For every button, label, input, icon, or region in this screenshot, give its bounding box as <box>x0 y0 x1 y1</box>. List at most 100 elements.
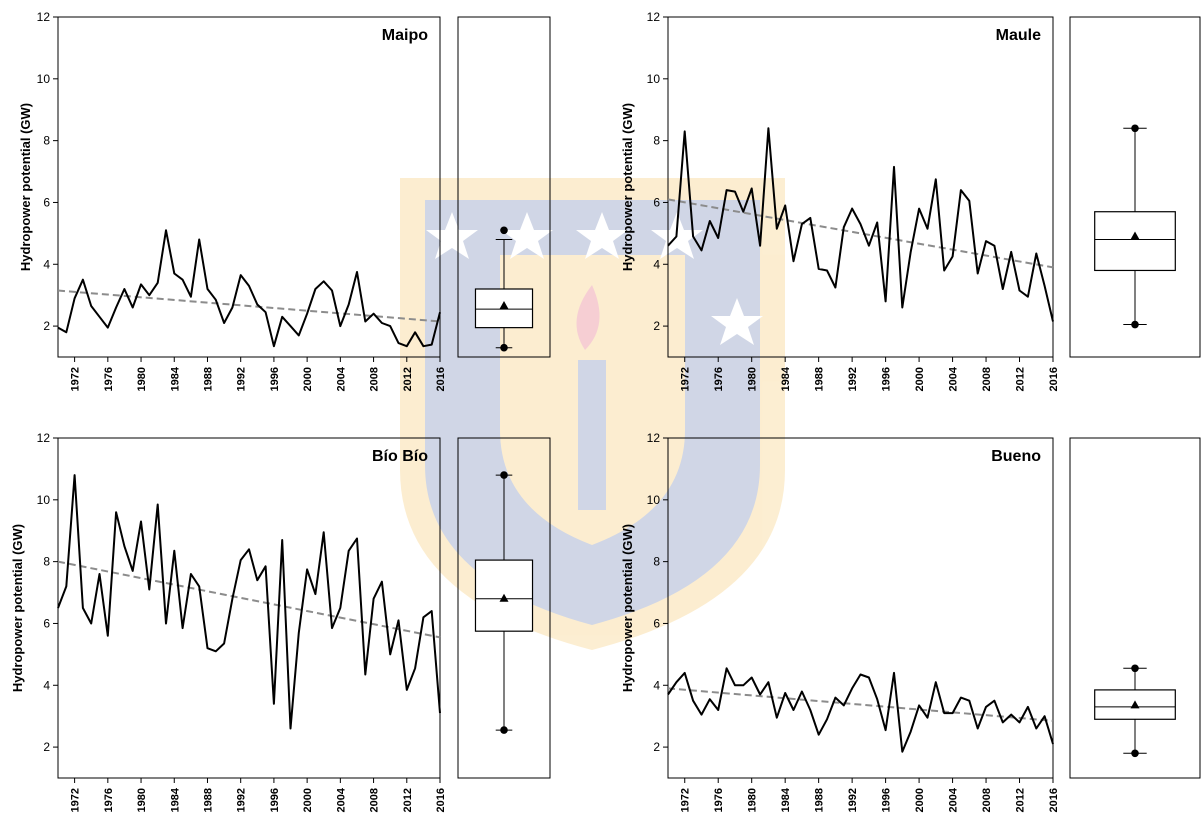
boxplot-frame <box>457 16 551 358</box>
panel-title: Bueno <box>991 448 1041 465</box>
chart-panel-1: 2 4 6 8 10 12 1972 1976 1980 1984 1988 1992 1996 2000… <box>18 10 551 391</box>
x-tick-label: 1980 <box>136 367 148 391</box>
x-tick-label: 1992 <box>236 788 248 812</box>
x-tick-label: 2000 <box>302 367 314 391</box>
panel-title: Maipo <box>382 27 428 44</box>
x-tick-label: 1996 <box>269 367 281 391</box>
x-tick-label: 1984 <box>169 366 181 391</box>
boxplot-max-marker <box>1131 124 1139 133</box>
y-tick-label: 12 <box>37 431 51 445</box>
series-line <box>57 229 441 348</box>
y-tick-label: 12 <box>647 10 661 24</box>
y-tick-label: 2 <box>653 319 660 333</box>
trend-line <box>667 198 1054 269</box>
trend-line <box>57 289 441 323</box>
x-tick-label: 2016 <box>1048 788 1060 812</box>
y-tick-label: 8 <box>43 134 50 148</box>
boxplot-box <box>474 288 534 329</box>
x-tick-label: 1984 <box>780 366 792 391</box>
y-tick-label: 4 <box>653 257 660 271</box>
x-tick-label: 1972 <box>680 367 692 391</box>
x-tick-label: 2004 <box>948 787 960 812</box>
boxplot-box <box>1094 211 1176 272</box>
series-line <box>667 667 1054 753</box>
x-tick-label: 1976 <box>103 788 115 812</box>
x-tick-label: 1980 <box>136 788 148 812</box>
y-tick-label: 6 <box>653 616 660 630</box>
y-tick-label: 8 <box>653 134 660 148</box>
x-tick-label: 2004 <box>335 366 347 391</box>
boxplot-max-marker <box>500 226 508 235</box>
panel-title: Maule <box>996 27 1041 44</box>
chart-panel-3: 2 4 6 8 10 12 1972 1976 1980 1984 1988 1992 1996 2000… <box>10 431 551 812</box>
x-tick-label: 1988 <box>814 788 826 812</box>
x-tick-label: 1988 <box>202 367 214 391</box>
x-tick-label: 1976 <box>713 367 725 391</box>
x-tick-label: 1988 <box>202 788 214 812</box>
x-tick-label: 2008 <box>981 367 993 391</box>
y-tick-label: 10 <box>647 493 661 507</box>
y-tick-label: 6 <box>43 616 50 630</box>
x-tick-label: 2012 <box>1015 788 1027 812</box>
series-line <box>57 474 441 730</box>
x-tick-label: 1996 <box>881 788 893 812</box>
y-axis-label: Hydropower potential (GW) <box>10 524 25 692</box>
x-tick-label: 1992 <box>847 788 859 812</box>
y-axis-label: Hydropower potential (GW) <box>620 524 635 692</box>
boxplot-min-marker <box>500 726 508 734</box>
plot-frame <box>57 16 441 358</box>
y-tick-label: 2 <box>43 319 50 333</box>
y-tick-label: 10 <box>37 493 51 507</box>
chart-panel-4: 2 4 6 8 10 12 1972 1976 1980 1984 1988 1992 1996 2000… <box>620 431 1201 812</box>
y-axis-label: Hydropower potential (GW) <box>18 103 33 271</box>
x-tick-label: 2012 <box>1015 367 1027 391</box>
boxplot-min-marker <box>1131 320 1139 329</box>
x-tick-label: 2008 <box>369 788 381 812</box>
y-tick-label: 12 <box>647 431 661 445</box>
x-tick-label: 2008 <box>981 788 993 812</box>
x-tick-label: 1992 <box>847 367 859 391</box>
y-tick-label: 10 <box>647 72 661 86</box>
x-tick-label: 1984 <box>169 787 181 812</box>
x-tick-label: 2004 <box>335 787 347 812</box>
boxplot-mean-marker <box>1130 231 1140 240</box>
boxplot-mean-marker <box>1130 700 1140 709</box>
series-line <box>667 127 1054 322</box>
y-axis-label: Hydropower potential (GW) <box>620 103 635 271</box>
boxplot-box <box>474 559 534 632</box>
panel-title: Bío Bío <box>372 448 428 465</box>
y-tick-label: 4 <box>43 678 50 692</box>
x-tick-label: 1976 <box>103 367 115 391</box>
boxplot-frame <box>1069 437 1201 779</box>
boxplot-frame <box>1069 16 1201 358</box>
boxplot-frame <box>457 437 551 779</box>
x-tick-label: 1972 <box>70 788 82 812</box>
y-tick-label: 6 <box>43 195 50 209</box>
plot-frame <box>667 437 1054 779</box>
y-tick-label: 6 <box>653 195 660 209</box>
boxplot-max-marker <box>500 471 508 479</box>
x-tick-label: 2016 <box>435 367 447 391</box>
x-tick-label: 2004 <box>948 366 960 391</box>
x-tick-label: 1992 <box>236 367 248 391</box>
trend-line <box>667 687 1054 722</box>
x-tick-label: 1976 <box>713 788 725 812</box>
x-tick-label: 2016 <box>435 788 447 812</box>
y-tick-label: 2 <box>43 740 50 754</box>
boxplot-mean-marker <box>499 301 509 309</box>
x-tick-label: 2012 <box>402 788 414 812</box>
y-tick-label: 12 <box>37 10 51 24</box>
x-tick-label: 1980 <box>747 367 759 391</box>
y-tick-label: 4 <box>653 678 660 692</box>
x-tick-label: 2008 <box>369 367 381 391</box>
x-tick-label: 1972 <box>70 367 82 391</box>
y-tick-label: 4 <box>43 257 50 271</box>
x-tick-label: 1984 <box>780 787 792 812</box>
x-tick-label: 1980 <box>747 788 759 812</box>
y-tick-label: 2 <box>653 740 660 754</box>
x-tick-label: 1996 <box>269 788 281 812</box>
boxplot-min-marker <box>500 343 508 352</box>
x-tick-label: 2012 <box>402 367 414 391</box>
